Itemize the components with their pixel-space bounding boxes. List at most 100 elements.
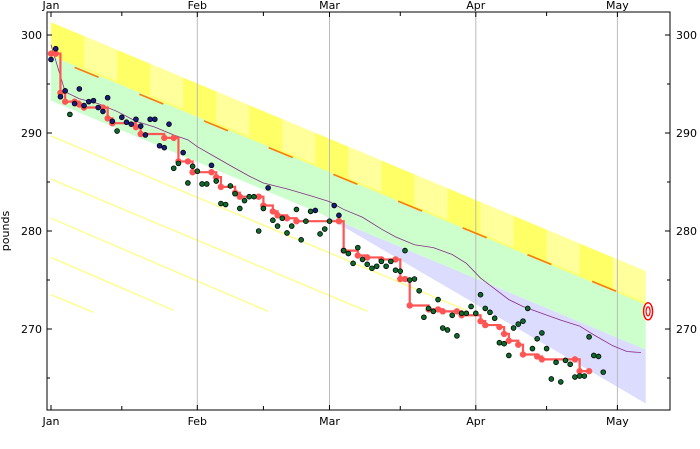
step-point bbox=[184, 158, 192, 165]
data-point bbox=[180, 149, 186, 156]
road-checker bbox=[282, 119, 316, 165]
data-point bbox=[496, 339, 503, 346]
data-point bbox=[369, 265, 375, 272]
data-point bbox=[161, 144, 168, 151]
data-point bbox=[62, 88, 68, 94]
data-point bbox=[284, 230, 290, 236]
data-point bbox=[458, 310, 465, 317]
data-point bbox=[71, 100, 78, 107]
step-point bbox=[255, 193, 262, 200]
data-point bbox=[557, 379, 564, 385]
data-point bbox=[189, 163, 196, 170]
x-tick-label-bottom: Jan bbox=[42, 415, 60, 428]
data-point bbox=[109, 118, 116, 125]
data-point bbox=[152, 116, 158, 123]
y-axis-label: pounds bbox=[0, 211, 12, 252]
step-point bbox=[104, 115, 111, 122]
data-point bbox=[421, 314, 427, 321]
x-tick-label-top: Apr bbox=[466, 0, 486, 12]
data-point bbox=[166, 121, 172, 127]
data-point bbox=[534, 335, 540, 342]
data-point bbox=[203, 181, 210, 187]
data-point bbox=[600, 369, 607, 375]
road-checker bbox=[150, 63, 184, 109]
data-point bbox=[586, 334, 592, 340]
data-point bbox=[321, 226, 328, 232]
x-tick-label-bottom: Apr bbox=[466, 415, 486, 428]
data-point bbox=[218, 200, 224, 207]
x-tick-label-bottom: Mar bbox=[319, 415, 340, 428]
data-point bbox=[576, 373, 583, 379]
data-point bbox=[487, 309, 493, 316]
data-point bbox=[430, 308, 437, 315]
step-point bbox=[274, 212, 281, 219]
data-point bbox=[350, 260, 356, 267]
step-point bbox=[293, 218, 300, 225]
road-checker bbox=[414, 174, 448, 220]
step-point bbox=[571, 356, 579, 363]
safe-band bbox=[51, 55, 646, 350]
step-point bbox=[496, 323, 503, 331]
plot-area bbox=[47, 12, 654, 410]
data-point bbox=[543, 345, 550, 352]
data-point bbox=[317, 231, 323, 237]
data-point bbox=[359, 256, 366, 263]
step-point bbox=[505, 337, 513, 344]
data-point bbox=[510, 325, 517, 331]
road-checker bbox=[612, 257, 646, 303]
data-point bbox=[463, 310, 470, 317]
data-point bbox=[336, 212, 342, 219]
data-point bbox=[81, 102, 87, 109]
step-point bbox=[47, 50, 55, 57]
y-tick-label-right: 300 bbox=[676, 29, 697, 42]
road-centerline bbox=[74, 66, 642, 303]
step-point bbox=[401, 275, 409, 283]
data-point bbox=[354, 244, 361, 251]
data-point bbox=[194, 168, 201, 175]
data-point bbox=[251, 193, 257, 200]
guide-line bbox=[50, 178, 368, 312]
data-point bbox=[199, 181, 205, 187]
step-point bbox=[161, 134, 168, 142]
data-point bbox=[326, 218, 333, 225]
goal-target-icon bbox=[642, 302, 654, 321]
data-point bbox=[595, 353, 602, 360]
step-point bbox=[236, 193, 243, 200]
x-tick-label-top: Jan bbox=[42, 0, 60, 12]
data-point bbox=[156, 142, 163, 149]
x-tick-label-top: May bbox=[606, 0, 629, 12]
step-point bbox=[137, 130, 144, 138]
data-point bbox=[52, 45, 59, 52]
y-tick-label-left: 280 bbox=[21, 225, 42, 238]
data-point bbox=[491, 315, 498, 322]
step-point bbox=[477, 317, 484, 325]
step-point bbox=[208, 169, 215, 176]
road-checker bbox=[348, 146, 382, 192]
step-point bbox=[392, 256, 399, 263]
step-point bbox=[269, 208, 277, 215]
axes: Jan Jan Feb Feb Mar Mar Apr Apr May May 270 270 280 2… bbox=[21, 0, 697, 428]
data-point bbox=[303, 218, 309, 225]
y-tick-label-left: 270 bbox=[21, 323, 42, 336]
step-point bbox=[283, 215, 291, 222]
data-point bbox=[524, 305, 531, 312]
step-point bbox=[364, 254, 371, 261]
step-point bbox=[482, 321, 489, 329]
data-point bbox=[506, 352, 512, 359]
data-point bbox=[293, 206, 300, 213]
x-tick-label-bottom: May bbox=[606, 415, 629, 428]
data-point bbox=[567, 361, 573, 368]
step-point bbox=[515, 341, 522, 348]
data-point bbox=[553, 359, 559, 366]
data-point bbox=[562, 357, 569, 364]
data-point bbox=[260, 205, 267, 212]
data-point bbox=[572, 374, 578, 380]
data-point bbox=[123, 119, 130, 126]
data-point bbox=[477, 291, 484, 298]
data-point bbox=[237, 205, 243, 212]
road-checker bbox=[84, 36, 118, 82]
data-point bbox=[444, 327, 451, 333]
data-point bbox=[435, 296, 441, 303]
data-point bbox=[468, 303, 474, 310]
